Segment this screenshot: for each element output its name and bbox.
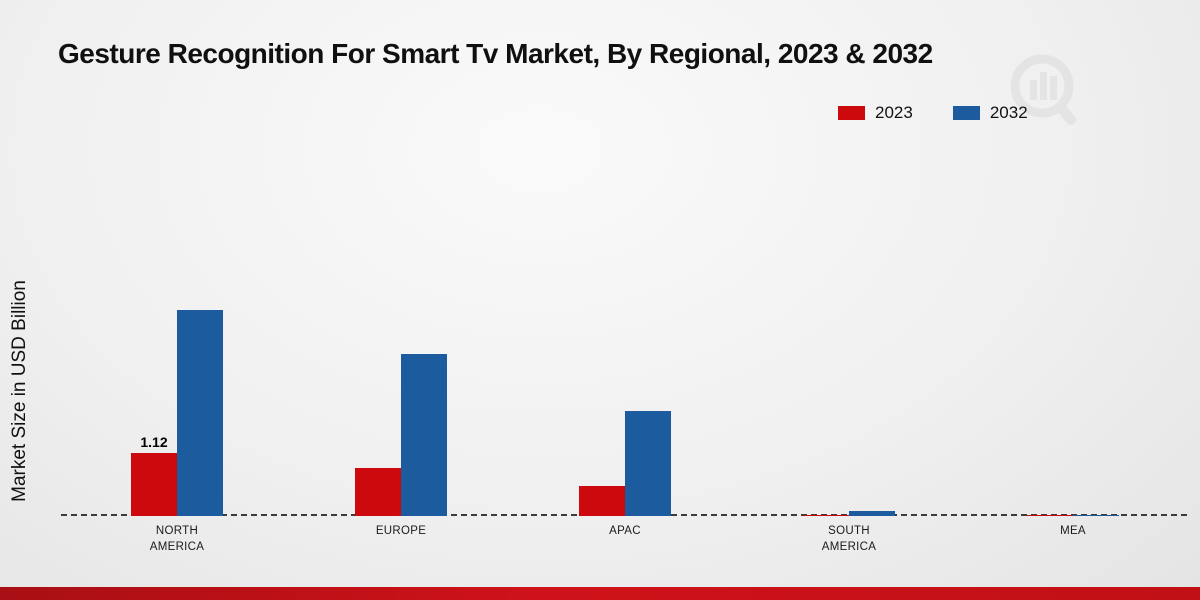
plot-area: 1.12 — [61, 140, 1187, 516]
legend-label-2023: 2023 — [875, 103, 913, 122]
x-axis-label-mea: MEA — [1060, 525, 1086, 537]
x-axis-label-north-america: NORTH AMERICA — [149, 525, 205, 553]
legend: 2023 2032 — [838, 103, 1028, 123]
y-axis-label: Market Size in USD Billion — [9, 280, 30, 502]
bar-group-north-america: 1.12 — [65, 309, 289, 516]
bar-2032-europe — [401, 353, 447, 516]
bar-2032-mea — [1073, 514, 1119, 516]
bar-2023-mea — [1027, 515, 1073, 516]
footer-red-band — [0, 587, 1200, 600]
bar-2023-north-america: 1.12 — [131, 434, 177, 516]
legend-swatch-2032 — [952, 106, 980, 120]
legend-item-2023: 2023 — [838, 103, 913, 123]
bar-value-label: 1.12 — [140, 434, 168, 451]
bar-group-south-america — [737, 510, 961, 516]
x-axis-labels: NORTH AMERICA EUROPE APAC SOUTH AMERICA MEA — [65, 524, 1185, 555]
legend-item-2032: 2032 — [952, 103, 1028, 123]
legend-swatch-2023 — [838, 106, 865, 120]
bar-groups: 1.12 — [65, 140, 1185, 516]
chart-title: Gesture Recognition For Smart Tv Market,… — [58, 38, 933, 69]
bar-group-mea — [961, 514, 1185, 516]
x-axis-label-apac: APAC — [609, 525, 641, 537]
watermark-logo — [1010, 54, 1077, 126]
bar-2023-apac — [579, 486, 625, 516]
bar-2032-south-america — [849, 510, 895, 516]
x-axis-label-south-america: SOUTH AMERICA — [821, 525, 877, 553]
bar-2023-europe — [355, 468, 401, 516]
bar-2032-apac — [625, 411, 671, 516]
bar-2023-south-america — [803, 514, 849, 516]
x-axis-label-europe: EUROPE — [375, 525, 427, 537]
legend-label-2032: 2032 — [989, 103, 1028, 122]
bar-group-europe — [289, 353, 513, 516]
bar-2032-north-america — [177, 309, 223, 516]
bar-group-apac — [513, 411, 737, 516]
